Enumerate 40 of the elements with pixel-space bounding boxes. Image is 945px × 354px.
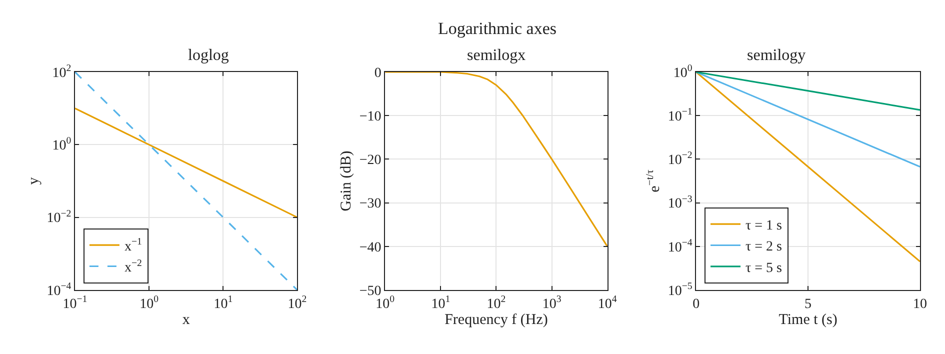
chart-title: loglog — [188, 47, 229, 64]
line-series — [75, 72, 298, 290]
y-tick-label: 10$^{−2}$ — [668, 150, 692, 168]
y-tick-label: 10$^{−1}$ — [668, 106, 692, 124]
y-tick-label: 10$^{2}$ — [52, 63, 72, 81]
y-axis-title: y — [26, 176, 42, 185]
text: Logarithmic axes — [438, 19, 556, 38]
x-axis-title: x — [182, 312, 190, 328]
chart-title: semilogx — [467, 47, 526, 64]
y-tick-label: 10$^{0}$ — [673, 63, 692, 81]
y-tick-label: 10$^{−4}$ — [46, 281, 72, 299]
y-tick-label: −40 — [359, 240, 382, 256]
x-axis-title: Time t (s) — [778, 312, 838, 328]
x-tick-label: 10$^{2}$ — [486, 294, 506, 312]
x-tick-label: 10$^{4}$ — [598, 294, 617, 312]
y-tick-label: 10$^{0}$ — [52, 136, 72, 154]
legend-label: x$^{−1}$ — [124, 236, 142, 255]
x-tick-label: 5 — [804, 296, 812, 312]
y-tick-label: −30 — [359, 196, 382, 212]
x-tick-label: 10$^{1}$ — [431, 294, 450, 312]
x-tick-label: 10$^{1}$ — [214, 294, 233, 312]
y-axis-title: Gain (dB) — [338, 150, 355, 212]
y-tick-label: 10$^{−3}$ — [668, 194, 692, 212]
x-axis-title: Frequency f (Hz) — [444, 312, 548, 328]
legend-label: τ = 2 s — [746, 240, 782, 255]
line-series — [75, 108, 298, 218]
legend-label: τ = 1 s — [746, 218, 782, 234]
y-tick-label: 10$^{−5}$ — [668, 281, 692, 299]
y-tick-label: −10 — [359, 110, 382, 124]
y-tick-label: 10$^{−4}$ — [668, 237, 692, 256]
y-tick-label: 10$^{−2}$ — [46, 208, 72, 226]
x-tick-label: 10$^{0}$ — [140, 294, 159, 312]
y-tick-label: −20 — [359, 153, 382, 168]
y-tick-label: 0 — [374, 66, 382, 81]
x-tick-label: 10$^{3}$ — [542, 294, 562, 312]
legend-label: τ = 5 s — [746, 260, 782, 276]
x-tick-label: 10$^{2}$ — [288, 294, 307, 312]
x-tick-label: 10 — [913, 296, 928, 312]
legend-label: x$^{−2}$ — [124, 258, 142, 276]
chart-title: semilogy — [747, 47, 806, 64]
